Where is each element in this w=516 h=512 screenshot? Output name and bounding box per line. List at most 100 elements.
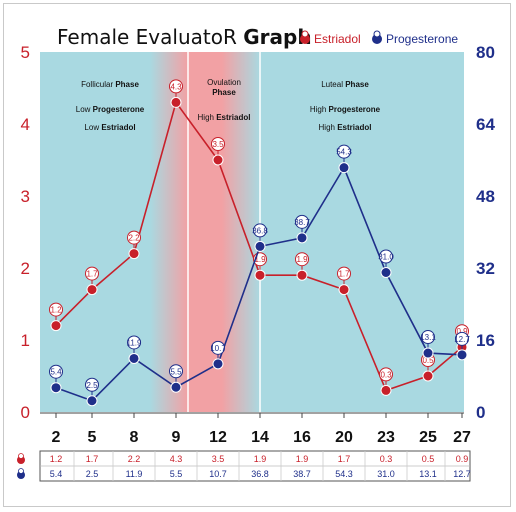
table-cell-estriadol: 0.5 bbox=[422, 454, 435, 464]
progesterone-marker bbox=[455, 331, 469, 361]
table-cell-estriadol: 1.9 bbox=[254, 454, 267, 464]
series-progesterone: 5.4 2.5 11.9 5.5 10.7 36.8 38.7 54.3 31.0 13.1 12.… bbox=[49, 144, 470, 407]
progesterone-marker bbox=[169, 364, 183, 393]
x-axis: 2 5 8 9 12 14 16 20 23 25 27 bbox=[52, 413, 471, 446]
y-right-tick-label: 0 bbox=[476, 403, 485, 422]
table-cell-progesterone: 13.1 bbox=[419, 469, 437, 479]
follicular-phase-title: Follicular Phase bbox=[81, 80, 139, 89]
estriadol-data-label: 4.3 bbox=[170, 82, 182, 91]
table-cell-estriadol: 3.5 bbox=[212, 454, 225, 464]
y-left-tick-label: 2 bbox=[21, 259, 30, 278]
legend-estriadol-icon bbox=[300, 30, 310, 44]
table-cell-progesterone: 31.0 bbox=[377, 469, 395, 479]
progesterone-data-label: 2.5 bbox=[86, 381, 98, 390]
ovulation-phase-title: Ovulation bbox=[207, 78, 241, 87]
ovulation-line-1: High Estriadol bbox=[198, 113, 251, 122]
follicular-ovulation-transition bbox=[150, 52, 188, 412]
y-left-tick-label: 1 bbox=[21, 331, 30, 350]
progesterone-data-label: 13.1 bbox=[420, 333, 436, 342]
luteal-line-1: High Progesterone bbox=[310, 105, 381, 114]
estriadol-data-label: 2.2 bbox=[128, 234, 140, 243]
x-tick-label: 2 bbox=[52, 429, 61, 446]
estriadol-marker bbox=[211, 137, 225, 166]
table-cell-estriadol: 4.3 bbox=[170, 454, 183, 464]
ovulation-band bbox=[188, 52, 222, 412]
table-cell-progesterone: 36.8 bbox=[251, 469, 269, 479]
x-tick-label: 20 bbox=[335, 429, 353, 446]
progesterone-data-label: 36.8 bbox=[252, 226, 268, 235]
progesterone-data-label: 5.5 bbox=[170, 367, 182, 376]
table-cell-progesterone: 2.5 bbox=[86, 469, 99, 479]
table-cell-estriadol: 1.9 bbox=[296, 454, 309, 464]
follicular-line-1: Low Progesterone bbox=[76, 105, 145, 114]
progesterone-marker bbox=[211, 340, 225, 370]
y-right-tick-label: 48 bbox=[476, 187, 495, 206]
table-cell-estriadol: 1.7 bbox=[86, 454, 99, 464]
table-cell-progesterone: 54.3 bbox=[335, 469, 353, 479]
y-axis-left: 0 1 2 3 4 5 bbox=[21, 43, 30, 422]
x-tick-label: 14 bbox=[251, 429, 269, 446]
progesterone-data-label: 5.4 bbox=[50, 368, 62, 377]
y-right-tick-label: 32 bbox=[476, 259, 495, 278]
progesterone-marker bbox=[127, 335, 141, 364]
estriadol-data-label: 1.7 bbox=[338, 270, 350, 279]
x-tick-label: 16 bbox=[293, 429, 311, 446]
estriadol-marker bbox=[169, 79, 183, 108]
follicular-line-2: Low Estriadol bbox=[84, 123, 135, 132]
y-left-tick-label: 0 bbox=[21, 403, 30, 422]
estriadol-marker bbox=[49, 302, 63, 332]
table-cell-progesterone: 5.4 bbox=[50, 469, 63, 479]
y-right-tick-label: 64 bbox=[476, 115, 495, 134]
progesterone-marker bbox=[85, 377, 99, 407]
estriadol-marker bbox=[127, 230, 141, 260]
progesterone-marker bbox=[421, 330, 435, 359]
estriadol-data-label: 1.2 bbox=[50, 306, 62, 315]
estriadol-marker bbox=[85, 266, 99, 296]
luteal-line-2: High Estriadol bbox=[319, 123, 372, 132]
table-cell-progesterone: 11.9 bbox=[126, 469, 143, 479]
x-tick-label: 27 bbox=[453, 429, 471, 446]
x-tick-label: 23 bbox=[377, 429, 395, 446]
table-cell-progesterone: 12.7 bbox=[453, 469, 471, 479]
x-tick-label: 12 bbox=[209, 429, 227, 446]
progesterone-marker bbox=[253, 223, 267, 252]
progesterone-data-label: 31.0 bbox=[378, 253, 394, 262]
y-right-tick-label: 80 bbox=[476, 43, 495, 62]
progesterone-data-label: 54.3 bbox=[336, 148, 352, 157]
x-tick-label: 9 bbox=[172, 429, 181, 446]
progesterone-data-label: 11.9 bbox=[127, 338, 143, 347]
data-table: 1.2 1.7 2.2 4.3 3.5 1.9 1.9 1.7 0.3 0.5 0.9 5.4 2.5 1… bbox=[17, 450, 471, 482]
y-left-tick-label: 5 bbox=[21, 43, 30, 62]
y-axis-right: 0 16 32 48 64 80 bbox=[476, 43, 495, 422]
estriadol-data-label: 3.5 bbox=[212, 140, 224, 149]
estriadol-data-label: 0.3 bbox=[380, 370, 392, 379]
progesterone-data-label: 10.7 bbox=[210, 344, 226, 353]
progesterone-marker bbox=[49, 364, 63, 394]
progesterone-marker bbox=[337, 144, 351, 174]
progesterone-marker bbox=[379, 249, 393, 278]
luteal-phase-title: Luteal Phase bbox=[321, 80, 369, 89]
table-estriadol-icon bbox=[17, 453, 25, 464]
progesterone-data-label: 38.7 bbox=[294, 218, 310, 227]
ovulation-phase-title-bold: Phase bbox=[212, 88, 236, 97]
chart-title: Female EvaluatoR Graph bbox=[57, 25, 312, 49]
y-right-tick-label: 16 bbox=[476, 331, 495, 350]
legend: Estriadol Progesterone bbox=[300, 30, 458, 46]
progesterone-marker bbox=[295, 214, 309, 244]
estriadol-data-label: 1.9 bbox=[296, 255, 308, 264]
x-tick-label: 8 bbox=[130, 429, 139, 446]
estriadol-data-label: 0.9 bbox=[456, 327, 468, 336]
legend-progesterone-label: Progesterone bbox=[386, 32, 458, 46]
table-cell-estriadol: 1.7 bbox=[338, 454, 351, 464]
estriadol-data-label: 0.5 bbox=[422, 356, 434, 365]
table-cell-progesterone: 10.7 bbox=[209, 469, 227, 479]
y-left-tick-label: 4 bbox=[21, 115, 30, 134]
estriadol-data-label: 1.7 bbox=[86, 270, 98, 279]
table-cell-estriadol: 0.9 bbox=[456, 454, 469, 464]
table-cell-progesterone: 38.7 bbox=[293, 469, 311, 479]
estriadol-marker bbox=[295, 252, 309, 281]
table-cell-progesterone: 5.5 bbox=[170, 469, 183, 479]
estriadol-data-label: 1.9 bbox=[254, 255, 266, 264]
x-tick-label: 5 bbox=[88, 429, 97, 446]
